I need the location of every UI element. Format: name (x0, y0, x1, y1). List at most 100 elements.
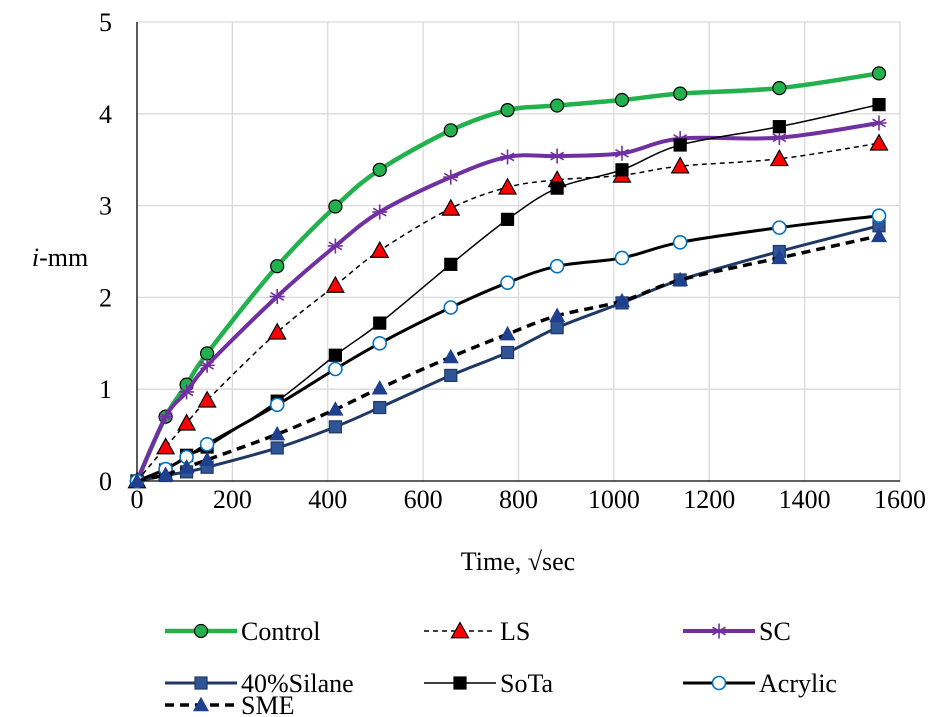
data-point-sme (269, 425, 286, 441)
data-point-sota (500, 212, 515, 226)
data-point-40-silane (373, 400, 387, 415)
legend-item-acrylic: Acrylic (683, 669, 837, 698)
data-point-sme (327, 401, 344, 416)
data-point-control (550, 98, 565, 113)
legend-item-sota: SoTa (424, 669, 554, 698)
x-tick-label: 1000 (588, 485, 640, 514)
data-point-control (372, 162, 387, 177)
axes (136, 22, 900, 482)
data-point-sota (673, 138, 687, 152)
y-tick-label: 2 (99, 283, 112, 312)
data-point-sota (615, 163, 629, 177)
legend-marker-acrylic (711, 675, 727, 691)
data-point-control (871, 66, 887, 81)
data-point-acrylic (443, 300, 459, 315)
data-point-sme (199, 451, 216, 467)
data-point-control (328, 199, 343, 214)
data-point-sc (327, 238, 343, 254)
legend-marker-sc (711, 623, 727, 639)
data-point-40-silane (328, 420, 342, 434)
legend-label-sc: SC (759, 617, 791, 646)
data-point-sc (199, 357, 215, 373)
data-point-sota (550, 181, 564, 195)
data-point-sc (871, 115, 887, 131)
x-tick-label: 800 (499, 485, 538, 514)
data-point-acrylic (614, 250, 630, 266)
y-tick-label: 3 (99, 192, 112, 221)
data-point-acrylic (372, 335, 388, 351)
data-point-40-silane (550, 321, 564, 335)
data-point-ls (441, 198, 461, 216)
legend-marker-sota (453, 676, 467, 690)
x-tick-label: 1200 (683, 485, 735, 514)
data-point-sc (269, 288, 285, 304)
plot-series (127, 66, 889, 489)
data-point-sme (371, 380, 388, 395)
data-point-40-silane (444, 368, 458, 383)
data-point-acrylic (269, 397, 285, 413)
data-point-acrylic (328, 361, 343, 377)
data-point-control (673, 86, 688, 101)
data-point-acrylic (772, 220, 787, 235)
data-point-control (443, 123, 458, 138)
data-point-40-silane (270, 441, 284, 455)
legend: Control LS SC 40%Silane SoTa Acrylic SME (165, 617, 837, 717)
data-point-sc (158, 409, 174, 425)
legend-label-ls: LS (500, 617, 530, 646)
data-point-sota (772, 120, 786, 134)
y-tick-label: 5 (99, 8, 112, 37)
data-point-sc (443, 169, 459, 185)
y-tick-label: 4 (99, 100, 112, 129)
legend-item-ls: LS (424, 617, 530, 646)
legend-label-sme: SME (241, 691, 294, 717)
data-point-control (500, 103, 515, 118)
data-point-sme (549, 307, 566, 322)
data-point-ls (670, 156, 690, 174)
data-point-ls (370, 240, 390, 258)
x-tick-label: 600 (404, 485, 443, 514)
data-point-sc (614, 145, 630, 161)
data-point-sc (179, 384, 195, 400)
x-tick-label: 200 (213, 485, 252, 514)
x-tick-label: 1400 (779, 485, 831, 514)
series-sme (128, 227, 888, 488)
data-point-acrylic (672, 235, 688, 250)
data-point-acrylic (500, 275, 515, 291)
data-point-sme (771, 249, 788, 265)
x-axis-label: Time, √sec (461, 547, 575, 576)
tick-labels: 0 200 400 600 800 1000 1200 1400 1600 0 1 2 3 4 5 (99, 8, 926, 514)
data-point-sc (500, 149, 516, 165)
data-point-sc (372, 204, 388, 220)
grid (137, 21, 901, 481)
data-point-sme (442, 348, 459, 364)
data-point-sme (672, 271, 689, 287)
data-point-sme (613, 292, 631, 308)
data-point-ls (197, 390, 217, 408)
data-point-ls (325, 275, 345, 293)
data-point-sme (499, 325, 516, 341)
data-point-sota (373, 316, 387, 330)
y-axis-label-unit: -mm (39, 243, 88, 272)
data-point-sota (328, 348, 342, 362)
data-point-acrylic (199, 436, 215, 452)
data-point-sota (872, 98, 886, 112)
legend-marker-sme (192, 696, 210, 712)
data-point-ls (769, 149, 789, 167)
data-point-ls (267, 322, 287, 340)
data-point-ls (156, 437, 176, 455)
legend-marker-control (193, 623, 209, 639)
data-point-40-silane (500, 345, 515, 360)
legend-item-control: Control (165, 617, 320, 646)
legend-label-sota: SoTa (500, 669, 554, 698)
data-point-ls (498, 177, 518, 195)
data-point-sc (549, 148, 565, 164)
data-point-acrylic (549, 258, 565, 274)
data-point-control (772, 80, 787, 96)
legend-marker-ls (450, 621, 470, 639)
y-tick-label: 0 (99, 467, 112, 496)
legend-label-acrylic: Acrylic (759, 669, 837, 698)
x-tick-label: 0 (131, 485, 144, 514)
data-point-sme (128, 472, 146, 488)
y-tick-label: 1 (99, 375, 112, 404)
data-point-ls (177, 413, 197, 431)
